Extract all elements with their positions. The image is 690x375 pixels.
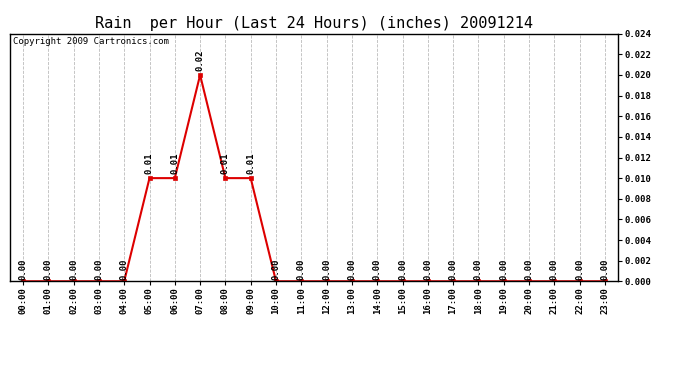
Text: 0.01: 0.01 [145, 153, 154, 174]
Title: Rain  per Hour (Last 24 Hours) (inches) 20091214: Rain per Hour (Last 24 Hours) (inches) 2… [95, 16, 533, 31]
Text: 0.00: 0.00 [271, 259, 281, 280]
Text: 0.00: 0.00 [550, 259, 559, 280]
Text: 0.00: 0.00 [575, 259, 584, 280]
Text: 0.00: 0.00 [43, 259, 53, 280]
Text: 0.01: 0.01 [221, 153, 230, 174]
Text: 0.00: 0.00 [95, 259, 103, 280]
Text: 0.00: 0.00 [69, 259, 78, 280]
Text: 0.01: 0.01 [246, 153, 255, 174]
Text: 0.00: 0.00 [600, 259, 609, 280]
Text: 0.00: 0.00 [423, 259, 433, 280]
Text: 0.02: 0.02 [195, 50, 205, 71]
Text: 0.00: 0.00 [398, 259, 407, 280]
Text: 0.00: 0.00 [499, 259, 509, 280]
Text: 0.00: 0.00 [19, 259, 28, 280]
Text: 0.00: 0.00 [373, 259, 382, 280]
Text: 0.00: 0.00 [297, 259, 306, 280]
Text: 0.00: 0.00 [322, 259, 331, 280]
Text: 0.00: 0.00 [347, 259, 357, 280]
Text: 0.00: 0.00 [448, 259, 457, 280]
Text: 0.01: 0.01 [170, 153, 179, 174]
Text: 0.00: 0.00 [524, 259, 533, 280]
Text: Copyright 2009 Cartronics.com: Copyright 2009 Cartronics.com [13, 38, 169, 46]
Text: 0.00: 0.00 [119, 259, 129, 280]
Text: 0.00: 0.00 [474, 259, 483, 280]
